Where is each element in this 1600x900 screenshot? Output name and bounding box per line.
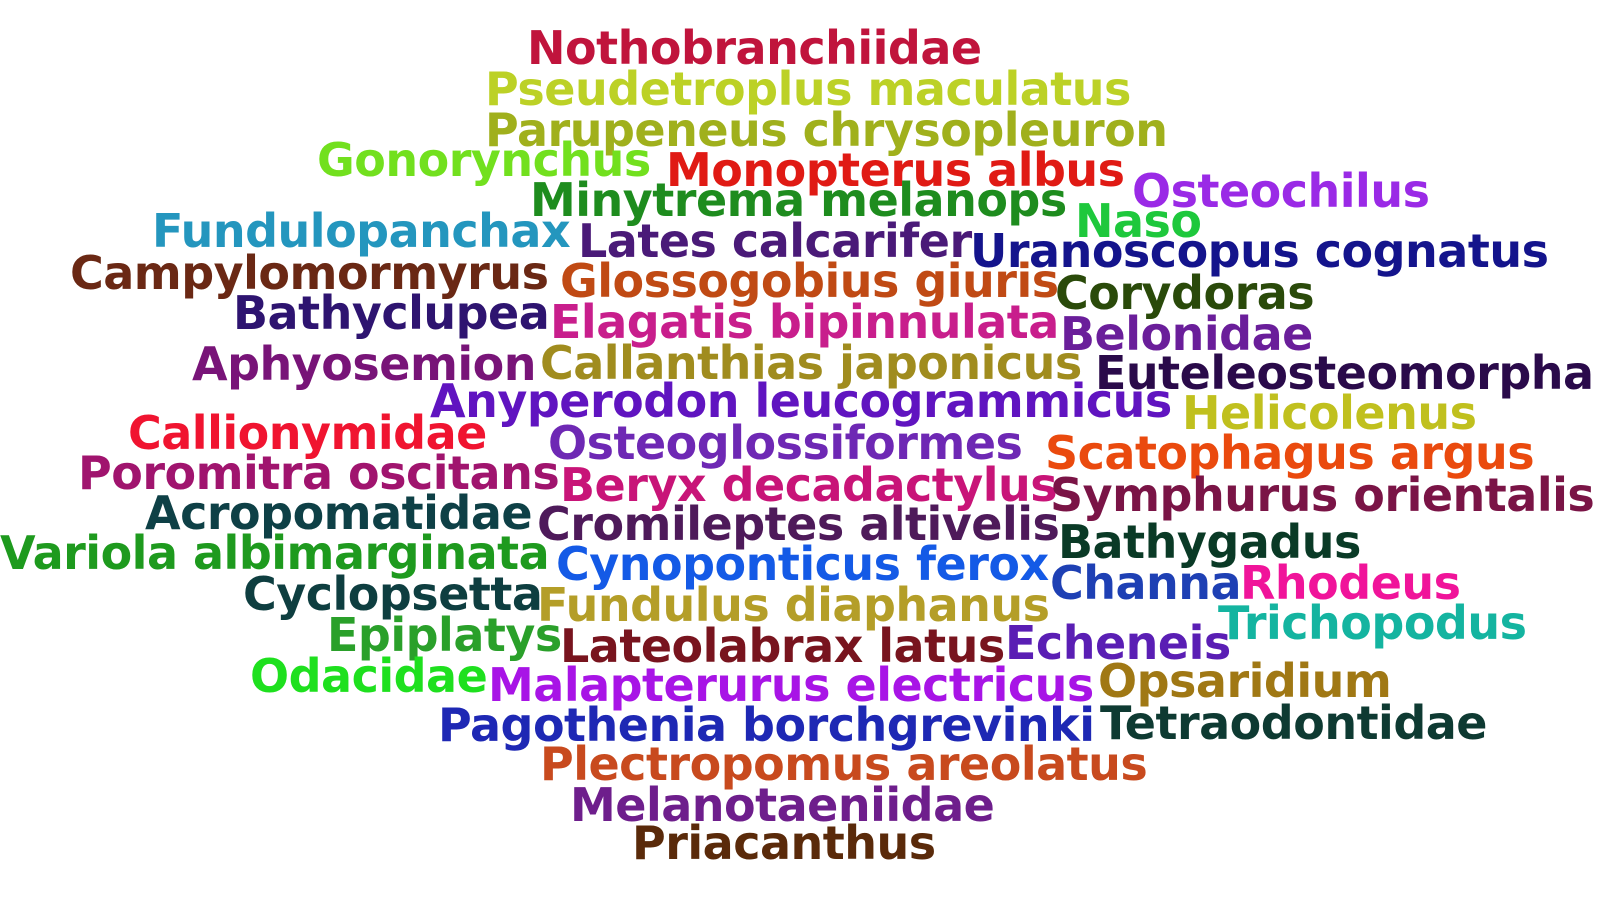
word-parupeneus-chrysopleuron: Parupeneus chrysopleuron [485,103,1168,157]
word-channa: Channa [1050,556,1242,610]
word-monopterus-albus: Monopterus albus [666,143,1125,197]
word-osteochilus: Osteochilus [1132,164,1430,218]
word-lates-calcarifer: Lates calcarifer [578,214,972,268]
word-lateolabrax-latus: Lateolabrax latus [560,619,1005,673]
word-scatophagus-argus: Scatophagus argus [1045,426,1535,480]
word-pagothenia-borchgrevinki: Pagothenia borchgrevinki [438,698,1095,752]
word-fundulopanchax: Fundulopanchax [152,204,571,258]
word-nothobranchiidae: Nothobranchiidae [527,21,982,75]
word-fundulus-diaphanus: Fundulus diaphanus [537,578,1050,632]
word-trichopodus: Trichopodus [1218,596,1527,650]
word-tetraodontidae: Tetraodontidae [1100,696,1488,750]
word-callanthias-japonicus: Callanthias japonicus [540,336,1082,390]
word-priacanthus: Priacanthus [632,816,936,870]
word-melanotaeniidae: Melanotaeniidae [570,778,995,832]
word-symphurus-orientalis: Symphurus orientalis [1050,468,1595,522]
word-plectropomus-areolatus: Plectropomus areolatus [540,737,1148,791]
word-naso: Naso [1075,194,1202,248]
word-bathyclupea: Bathyclupea [233,286,550,340]
word-helicolenus: Helicolenus [1182,386,1477,440]
word-beryx-decadactylus: Beryx decadactylus [560,458,1058,512]
word-cyclopsetta: Cyclopsetta [243,567,543,621]
word-odacidae: Odacidae [250,649,488,703]
word-echeneis: Echeneis [1005,616,1231,670]
word-bathygadus: Bathygadus [1058,515,1361,569]
word-poromitra-oscitans: Poromitra oscitans [78,446,560,500]
word-gonorynchus: Gonorynchus [317,133,651,187]
word-corydoras: Corydoras [1055,266,1315,320]
word-malapterurus-electricus: Malapterurus electricus [488,658,1094,712]
word-uranoscopus-cognatus: Uranoscopus cognatus [970,224,1549,278]
word-cromileptes-altivelis: Cromileptes altivelis [537,497,1060,551]
word-campylomormyrus: Campylomormyrus [70,246,549,300]
word-osteoglossiformes: Osteoglossiformes [548,416,1023,470]
word-epiplatys: Epiplatys [327,608,562,662]
word-anyperodon-leucogrammicus: Anyperodon leucogrammicus [430,374,1172,428]
word-pseudetroplus-maculatus: Pseudetroplus maculatus [485,62,1131,116]
word-euteleosteomorpha: Euteleosteomorpha [1095,346,1594,400]
word-elagatis-bipinnulata: Elagatis bipinnulata [550,295,1059,349]
word-callionymidae: Callionymidae [128,406,487,460]
word-opsaridium: Opsaridium [1098,654,1392,708]
word-cynoponticus-ferox: Cynoponticus ferox [556,537,1049,591]
word-aphyosemion: Aphyosemion [192,337,537,391]
word-minytrema-melanops: Minytrema melanops [530,173,1067,227]
word-acropomatidae: Acropomatidae [145,486,533,540]
word-variola-albimarginata: Variola albimarginata [0,526,550,580]
word-rhodeus: Rhodeus [1240,556,1461,610]
word-belonidae: Belonidae [1060,307,1313,361]
word-glossogobius-giuris: Glossogobius giuris [560,254,1059,308]
